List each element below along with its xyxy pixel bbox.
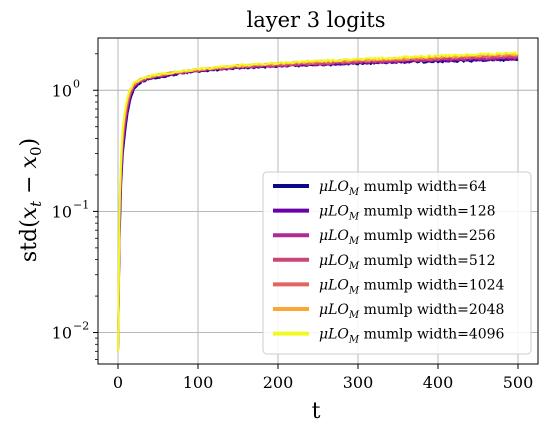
legend-label: μLOM mumlp width=64 [319,179,487,198]
y-tick-exponent: 0 [73,77,80,90]
legend-label: μLOM mumlp width=256 [319,228,496,247]
legend-label: μLOM mumlp width=2048 [319,302,504,321]
y-label-sub1: t [27,200,45,207]
x-axis-label: t [312,399,321,424]
y-label-func: std( [17,219,42,262]
chart-title: layer 3 logits [246,8,385,32]
x-tick-label: 500 [503,373,534,392]
y-label-sub2: 0 [27,146,45,156]
x-tick-label: 0 [113,373,123,392]
y-tick-label: 10 [52,202,72,221]
legend-box [262,171,532,355]
y-label-var1: x [17,206,42,219]
x-tick-label: 200 [263,373,294,392]
legend: μLOM mumlp width=64 μLOM mumlp width=128 μ… [262,171,532,355]
legend-label: μLOM mumlp width=512 [319,253,496,272]
x-tick-label: 400 [423,373,454,392]
y-label-var2: x [17,155,42,168]
y-tick-label: 10 [52,324,72,343]
x-tick-label: 100 [183,373,214,392]
legend-label: μLOM mumlp width=128 [319,204,496,223]
series-line [117,51,519,352]
y-axis-label: std(xt − x0) [17,138,45,262]
x-tick-label: 300 [343,373,374,392]
x-axis-ticks: 0 100 200 300 400 500 [113,364,533,392]
plot-frame [97,37,539,365]
legend-label: μLOM mumlp width=1024 [319,277,505,296]
y-tick-exponent: −2 [73,320,89,333]
legend-label: μLOM mumlp width=4096 [319,327,505,346]
y-label-minus: − [17,168,42,200]
y-tick-exponent: −1 [73,198,89,211]
y-label-close: ) [17,138,42,147]
series-lines [117,51,519,352]
y-tick-label: 10 [52,81,72,100]
